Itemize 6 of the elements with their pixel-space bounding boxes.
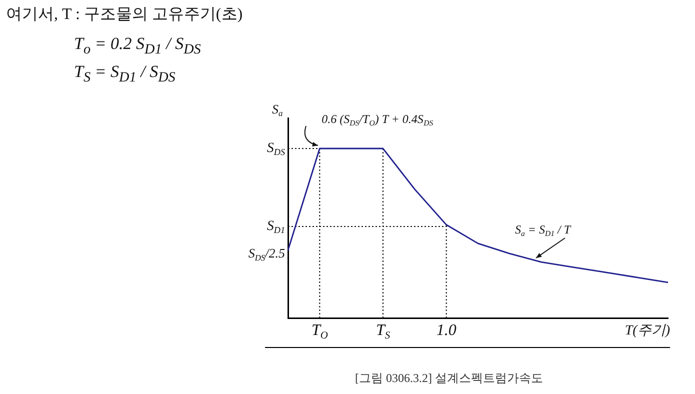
x-axis-title: T(주기) [624,324,670,339]
text: 여기서, T : 구조물의 고유주기(초) [6,5,243,25]
x-tick-label: 1.0 [436,322,456,340]
text: [그림 0306.3.2] 설계스펙트럼가속도 [355,370,543,387]
text: T$_{o}$ = 0.2 S$_{D1}$ / S$_{DS}$ [74,34,201,58]
text: T$_{S}$ = S$_{D1}$ / S$_{DS}$ [74,62,176,86]
